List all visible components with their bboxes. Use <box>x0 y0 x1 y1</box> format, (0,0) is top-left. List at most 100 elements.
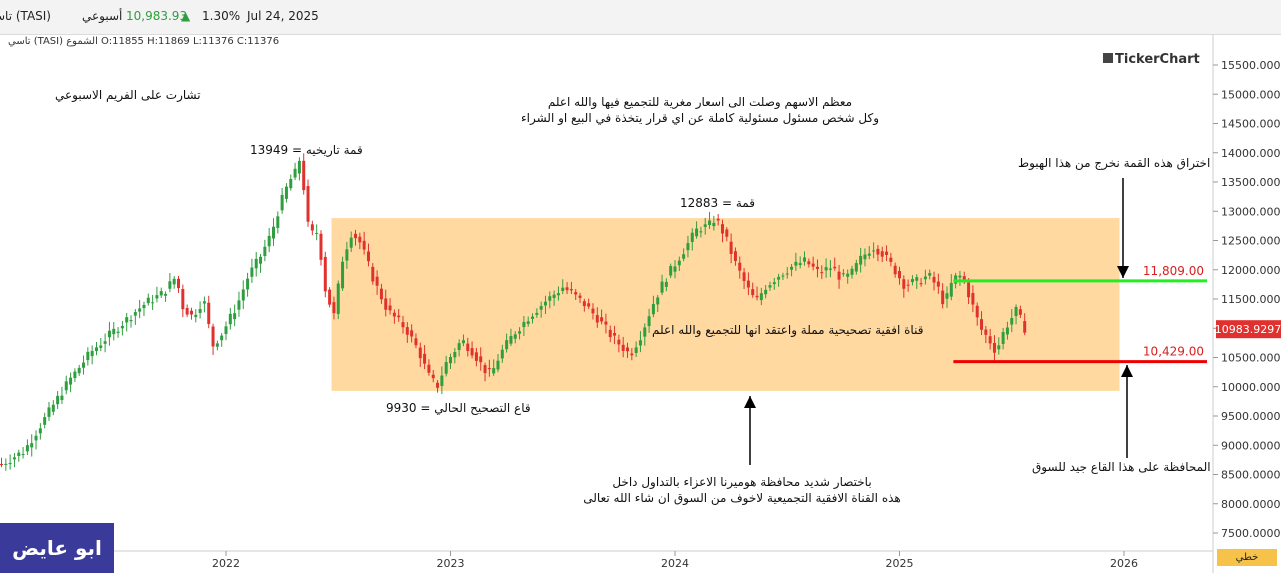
candle-down <box>189 310 193 315</box>
y-tick-label: 10500.0000 <box>1221 352 1281 365</box>
candle-down <box>820 272 824 274</box>
candle-down <box>725 229 729 237</box>
symbol-label[interactable]: تاسي (TASI) <box>0 9 51 23</box>
candle-up <box>341 261 345 289</box>
candle-up <box>284 186 288 199</box>
candle-up <box>289 179 293 189</box>
candle-down <box>427 364 431 373</box>
logo-icon <box>1103 53 1113 63</box>
candle-down <box>207 302 211 324</box>
candle-down <box>177 278 181 289</box>
candle-up <box>923 276 927 280</box>
candle-up <box>250 267 254 277</box>
candle-down <box>569 289 573 291</box>
candle-up <box>116 331 120 333</box>
candle-down <box>310 224 314 231</box>
candle-down <box>807 261 811 265</box>
bottom-note-line1: باختصار شديد محافظة هوميرنا الاعزاء بالت… <box>612 475 872 489</box>
candle-down <box>889 257 893 262</box>
weekly-chart-note: تشارت على الفريم الاسبوعي <box>55 88 201 102</box>
candle-up <box>561 287 565 291</box>
candle-up <box>867 253 871 256</box>
timeframe-label[interactable]: أسبوعي <box>82 9 123 23</box>
y-tick-label: 8000.0000 <box>1221 498 1281 511</box>
candle-up <box>297 160 301 174</box>
candle-down <box>742 272 746 281</box>
candle-down <box>397 315 401 318</box>
candle-up <box>276 216 280 228</box>
candle-up <box>518 331 522 334</box>
candle-up <box>824 267 828 271</box>
candle-up <box>90 350 94 357</box>
candle-down <box>630 353 634 356</box>
candle-up <box>349 237 353 248</box>
candle-up <box>125 317 129 323</box>
candle-down <box>379 288 383 300</box>
candle-up <box>151 302 155 304</box>
candle-up <box>634 347 638 353</box>
candle-up <box>112 328 116 335</box>
candle-up <box>336 283 340 314</box>
candle-up <box>172 278 176 285</box>
candle-up <box>82 362 86 368</box>
candle-down <box>962 276 966 281</box>
candle-down <box>720 224 724 234</box>
candle-up <box>1014 306 1018 317</box>
candle-down <box>405 327 409 335</box>
candle-up <box>500 349 504 359</box>
candle-down <box>992 342 996 353</box>
candle-up <box>686 243 690 251</box>
candle-down <box>410 330 414 337</box>
candle-up <box>34 435 38 441</box>
candle-down <box>975 305 979 318</box>
candle-down <box>604 321 608 325</box>
candle-down <box>621 344 625 351</box>
candle-up <box>224 326 228 335</box>
candle-up <box>768 285 772 288</box>
candle-up <box>496 360 500 370</box>
candle-down <box>375 276 379 286</box>
candle-up <box>863 254 867 260</box>
candle-up <box>505 340 509 350</box>
candle-down <box>1018 309 1022 315</box>
candle-up <box>202 301 206 304</box>
candle-up <box>785 273 789 275</box>
candle-up <box>513 334 517 339</box>
candle-up <box>220 335 224 341</box>
current-price-label: 10983.9297 <box>1215 323 1281 336</box>
candle-up <box>1001 332 1005 344</box>
candle-up <box>453 352 457 358</box>
candle-down <box>984 329 988 335</box>
y-tick-label: 14500.0000 <box>1221 118 1281 131</box>
candle-up <box>164 293 168 296</box>
candle-up <box>215 343 219 347</box>
candle-down <box>729 241 733 254</box>
y-tick-label: 8500.0000 <box>1221 469 1281 482</box>
candle-up <box>86 351 90 361</box>
candle-down <box>733 251 737 262</box>
support-arrow-head <box>1121 365 1133 377</box>
last-date: Jul 24, 2025 <box>247 9 319 23</box>
candle-down <box>388 305 392 311</box>
breakout-note: اختراق هذه القمة نخرج من هذا الهبوط <box>1018 156 1211 170</box>
candle-down <box>354 233 358 239</box>
candle-down <box>936 281 940 287</box>
candle-up <box>548 296 552 301</box>
candle-up <box>526 321 530 324</box>
candle-up <box>293 168 297 178</box>
current-low-note: قاع التصحيح الحالي = 9930 <box>386 401 531 415</box>
scale-mode-button[interactable]: خطي <box>1217 549 1277 566</box>
candle-up <box>492 368 496 374</box>
candle-down <box>392 312 396 317</box>
support-note: المحافظة على هذا القاع جيد للسوق <box>1032 460 1211 474</box>
candle-up <box>146 297 150 304</box>
candle-down <box>600 317 604 322</box>
candle-down <box>595 315 599 323</box>
candle-down <box>980 319 984 330</box>
candle-up <box>1005 327 1009 335</box>
candle-down <box>941 290 945 305</box>
candle-down <box>587 303 591 307</box>
candle-down <box>487 368 491 370</box>
candle-down <box>876 248 880 255</box>
